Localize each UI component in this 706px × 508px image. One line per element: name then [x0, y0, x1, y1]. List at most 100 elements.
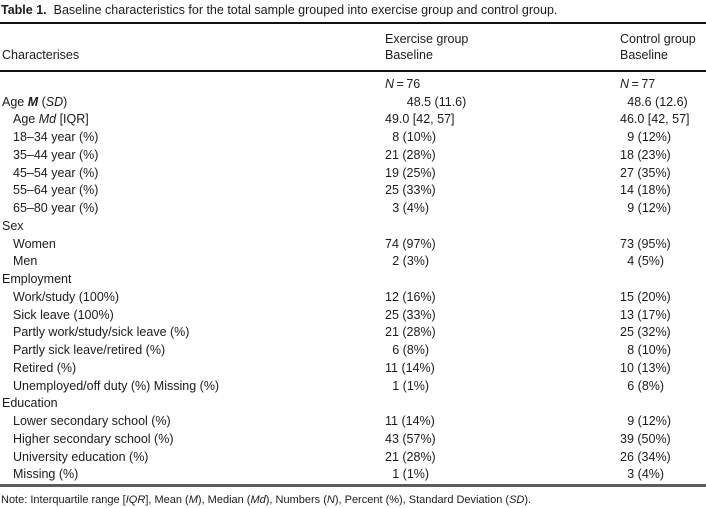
table-row: 35–44 year (%) 21 (28%) 18 (23%) — [0, 147, 706, 165]
cell-exercise: 11 (14%) — [385, 414, 435, 428]
cell-control: 25 (32%) — [620, 325, 671, 340]
cell-exercise: 74 (97%) — [385, 236, 436, 251]
table-row: Age M (SD) 48.5 (11.6) 48.6 (12.6) — [0, 94, 706, 112]
header-divider-rule — [0, 70, 706, 72]
cell-control: 15 (20%) — [620, 289, 671, 304]
cell-control: 9 (12%) — [627, 414, 672, 428]
table-row: University education (%) 21 (28%) 26 (34%) — [0, 449, 706, 467]
cell-control: 13 (17%) — [620, 307, 671, 322]
row-label: Sick leave (100%) — [13, 307, 114, 322]
table-row: Higher secondary school (%) 43 (57%) 39 (5… — [0, 431, 706, 449]
row-label: University education (%) — [13, 449, 149, 464]
row-label: Age M (SD) — [2, 94, 68, 109]
row-label: Education — [2, 396, 58, 411]
cell-control: 26 (34%) — [620, 449, 671, 464]
row-label: Missing (%) — [13, 467, 79, 482]
cell-exercise: 25 (33%) — [385, 307, 436, 322]
table-row: Age Md [IQR] 49.0 [42, 57] 46.0 [42, 57] — [0, 111, 706, 129]
cell-exercise: 25 (33%) — [385, 183, 436, 198]
sample-size-row: N = 76 N = 77 — [0, 72, 706, 92]
row-label: 55–64 year (%) — [13, 183, 99, 198]
cell-control: 18 (23%) — [620, 147, 671, 162]
sample-size-control: N = 77 — [620, 76, 656, 91]
cell-control: 46.0 [42, 57] — [620, 112, 690, 127]
top-rule — [0, 22, 706, 24]
table-caption: Table 1. Baseline characteristics for the… — [1, 3, 706, 18]
cell-control: 73 (95%) — [620, 236, 671, 251]
column-header-characteristics: Characterises — [2, 47, 80, 62]
table-row: Partly sick leave/retired (%) 6 (8%) 8 (10… — [0, 342, 706, 360]
table-row: Education — [0, 395, 706, 413]
cell-exercise: 6 (8%) — [392, 343, 430, 357]
cell-exercise: 43 (57%) — [385, 431, 436, 446]
row-label: Age Md [IQR] — [13, 112, 89, 127]
cell-control: 48.6 (12.6) — [627, 94, 688, 109]
row-label: Partly sick leave/retired (%) — [13, 343, 166, 357]
cell-exercise: 21 (28%) — [385, 449, 436, 464]
table-caption-text: Baseline characteristics for the total s… — [53, 3, 558, 17]
row-label: 45–54 year (%) — [13, 165, 99, 180]
table-row: Partly work/study/sick leave (%) 21 (28%)… — [0, 324, 706, 342]
cell-exercise: 11 (14%) — [385, 360, 435, 375]
table-row: Employment — [0, 271, 706, 289]
footnote: Note: Interquartile range [IQR], Mean (M… — [1, 493, 532, 506]
row-label: Men — [13, 254, 38, 269]
cell-control: 8 (10%) — [627, 343, 672, 357]
row-label: Women — [13, 236, 56, 251]
bottom-rule — [0, 484, 706, 487]
table-row: 65–80 year (%) 3 (4%) 9 (12%) — [0, 200, 706, 218]
cell-control: 6 (8%) — [627, 378, 665, 393]
cell-exercise: 21 (28%) — [385, 147, 436, 162]
cell-control — [620, 395, 706, 413]
cell-control: 14 (18%) — [620, 183, 671, 198]
table-row: Sex — [0, 218, 706, 236]
cell-exercise: 21 (28%) — [385, 325, 436, 340]
row-label: Employment — [2, 272, 72, 286]
cell-control: 39 (50%) — [620, 431, 671, 446]
exercise-group-subtitle: Baseline — [385, 47, 433, 62]
cell-control: 4 (5%) — [627, 254, 665, 269]
cell-exercise: 19 (25%) — [385, 165, 436, 180]
row-label: Retired (%) — [13, 360, 77, 375]
cell-exercise — [385, 395, 620, 413]
table-row: Work/study (100%) 12 (16%) 15 (20%) — [0, 289, 706, 307]
cell-control — [620, 218, 706, 236]
row-label: 65–80 year (%) — [13, 201, 99, 215]
control-group-title: Control group — [620, 32, 696, 46]
table-row: Retired (%) 11 (14%) 10 (13%) — [0, 360, 706, 378]
exercise-group-title: Exercise group — [385, 32, 469, 46]
sample-size-exercise: N = 76 — [385, 76, 421, 91]
row-label: Sex — [2, 218, 24, 233]
row-label: Work/study (100%) — [13, 289, 120, 304]
column-header-exercise-group: Exercise group Baseline — [385, 32, 620, 63]
row-label: 18–34 year (%) — [13, 130, 99, 144]
cell-exercise: 3 (4%) — [392, 201, 430, 215]
cell-exercise: 1 (1%) — [392, 467, 430, 482]
table-row: Lower secondary school (%) 11 (14%) 9 (12%… — [0, 413, 706, 431]
cell-exercise: 48.5 (11.6) — [406, 94, 467, 109]
table-row: 55–64 year (%) 25 (33%) 14 (18%) — [0, 182, 706, 200]
cell-control — [620, 271, 706, 289]
table-row: Sick leave (100%) 25 (33%) 13 (17%) — [0, 307, 706, 325]
column-header-control-group: Control group Baseline — [620, 32, 706, 63]
table-body: Age M (SD) 48.5 (11.6) 48.6 (12.6) Age Md [… — [0, 94, 706, 485]
cell-exercise — [385, 218, 620, 236]
table-row: 18–34 year (%) 8 (10%) 9 (12%) — [0, 129, 706, 147]
cell-exercise: 49.0 [42, 57] — [385, 112, 455, 127]
table-row: Unemployed/off duty (%) Missing (%) 1 (1%… — [0, 378, 706, 396]
table-caption-label: Table 1. — [1, 3, 47, 17]
cell-exercise: 8 (10%) — [392, 130, 437, 144]
cell-control: 9 (12%) — [627, 130, 672, 144]
table-row: 45–54 year (%) 19 (25%) 27 (35%) — [0, 165, 706, 183]
cell-control: 27 (35%) — [620, 165, 671, 180]
row-label: Unemployed/off duty (%) Missing (%) — [13, 378, 220, 393]
table-row: Men 2 (3%) 4 (5%) — [0, 253, 706, 271]
cell-exercise — [385, 271, 620, 289]
cell-exercise: 1 (1%) — [392, 378, 430, 393]
table-header-row: Characterises Exercise group Baseline Co… — [0, 24, 706, 70]
table-row: Women 74 (97%) 73 (95%) — [0, 236, 706, 254]
row-label: Lower secondary school (%) — [13, 414, 171, 428]
table-row: Missing (%) 1 (1%) 3 (4%) — [0, 466, 706, 484]
cell-control: 3 (4%) — [627, 467, 665, 482]
